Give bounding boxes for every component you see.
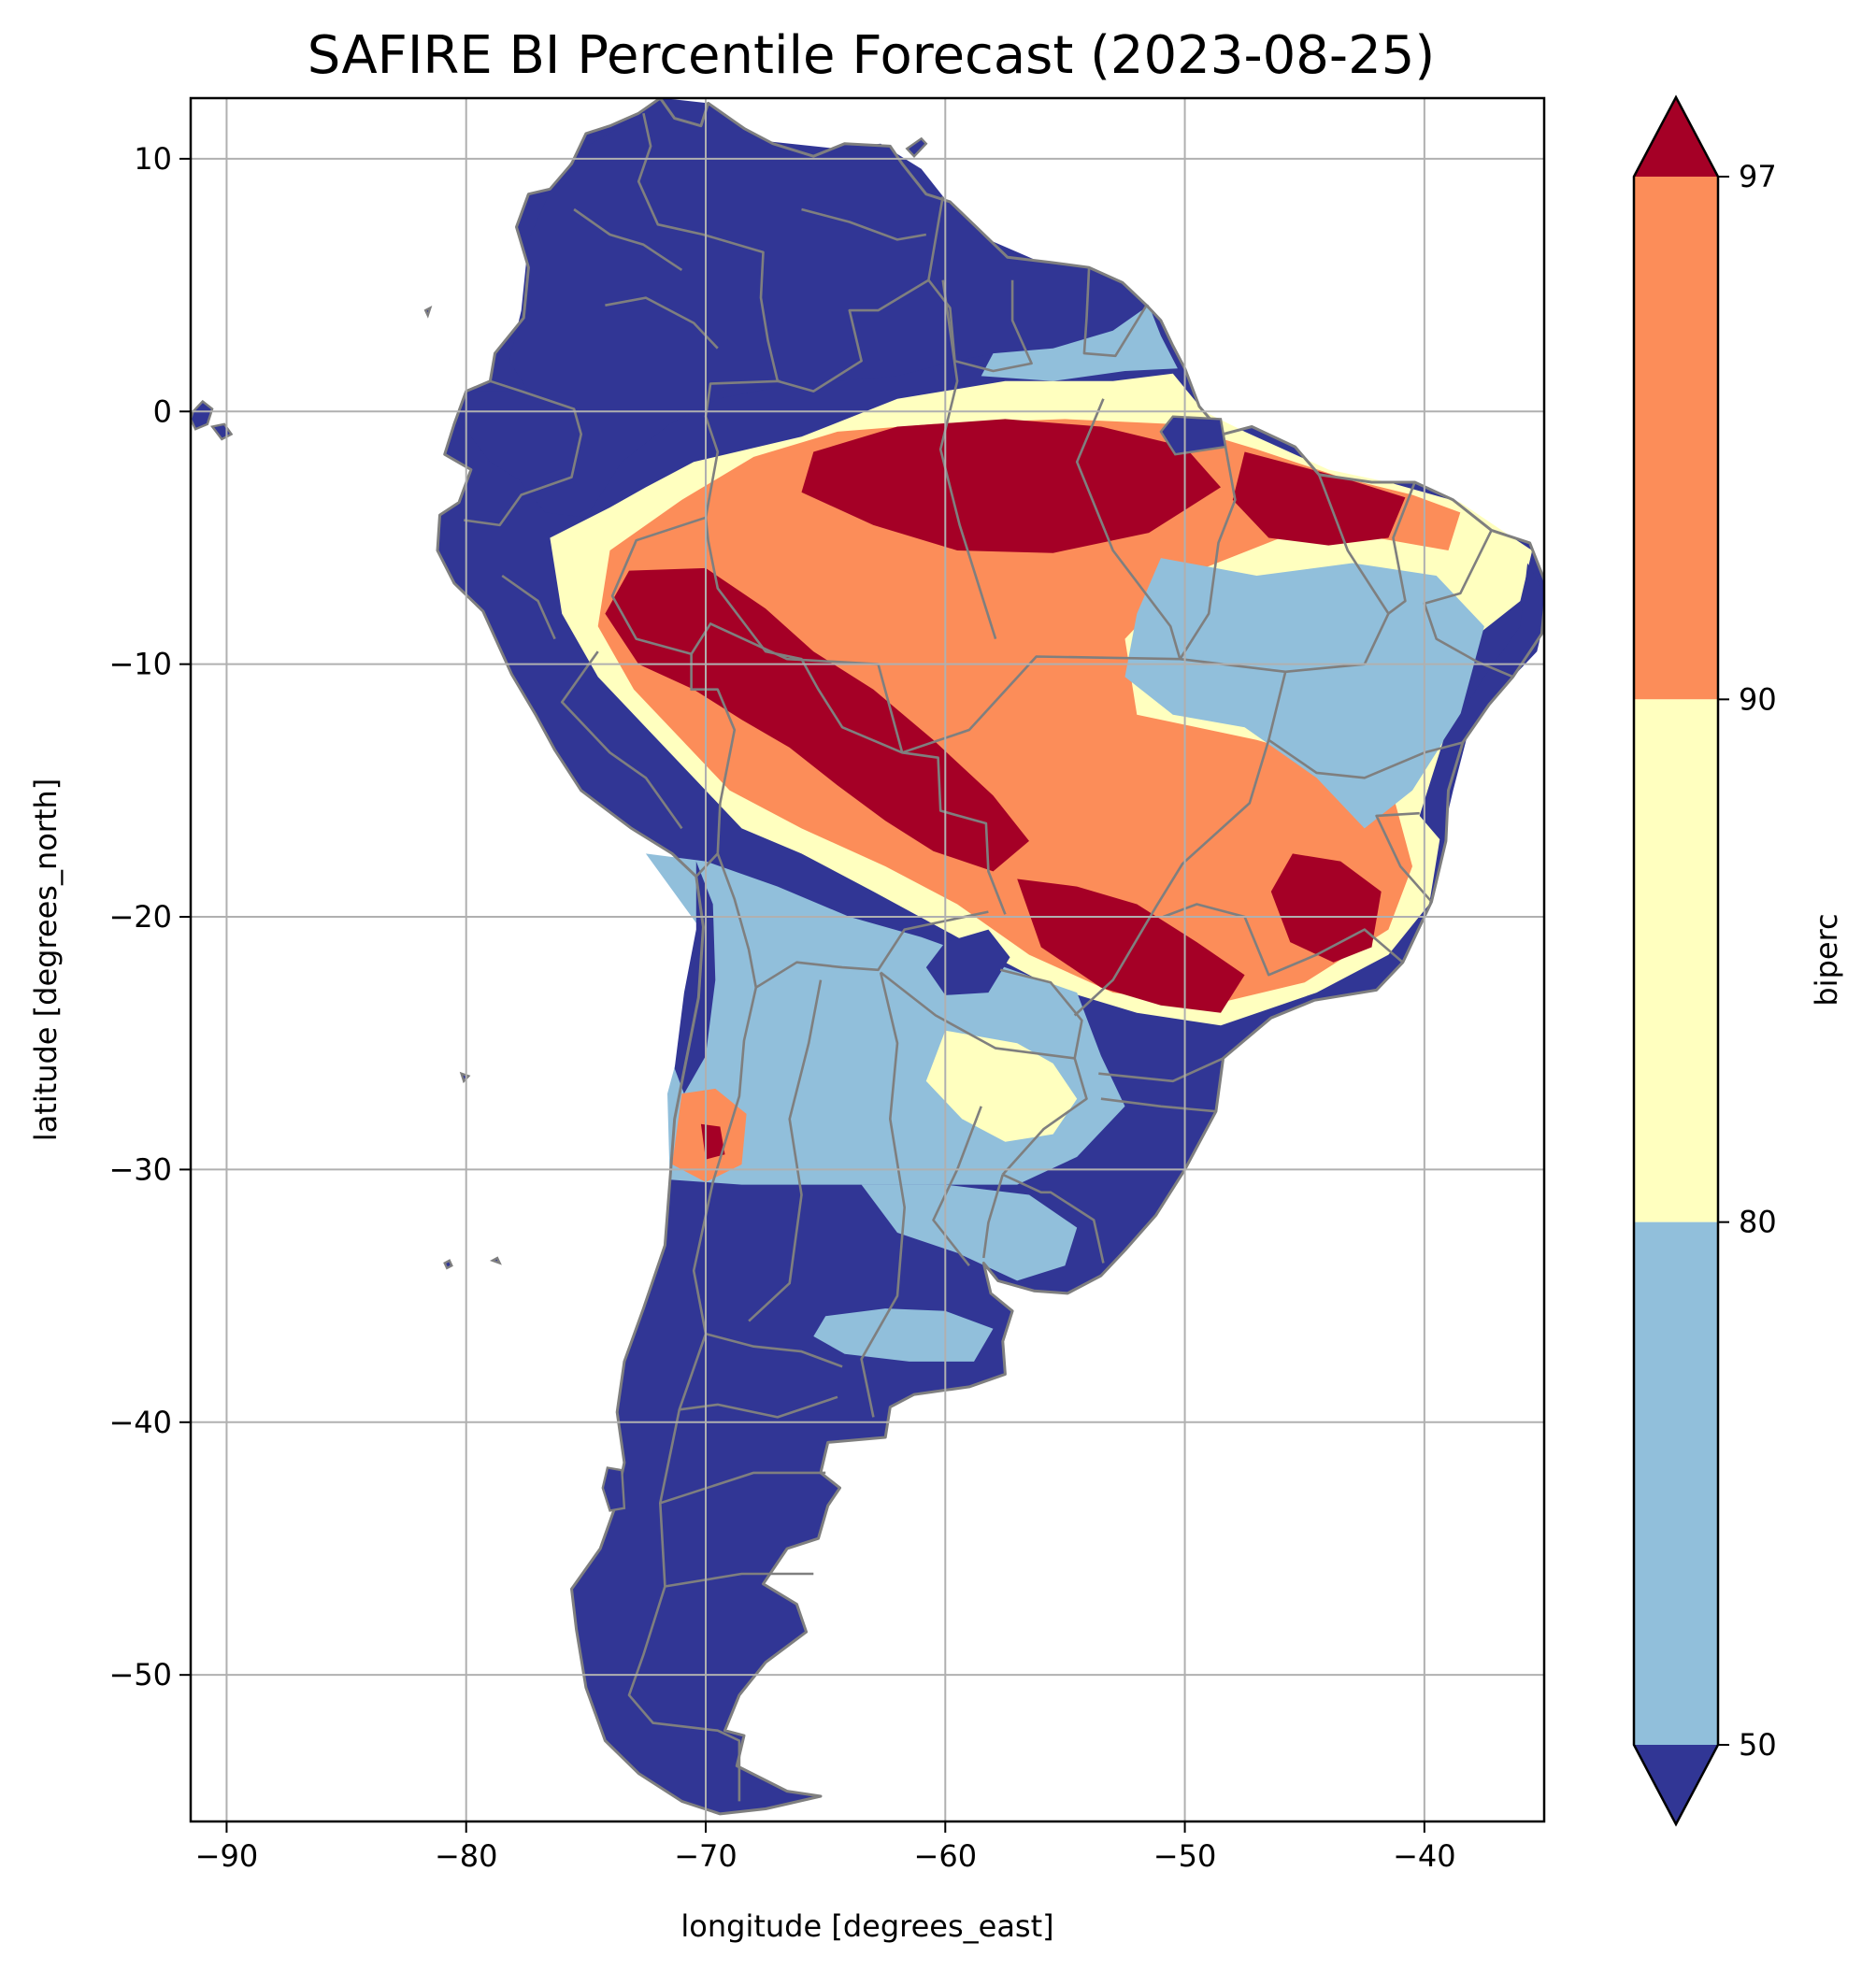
- x-tick-label: −40: [1393, 1838, 1456, 1874]
- island: [1159, 415, 1227, 456]
- boundary-line: [1002, 1173, 1105, 1264]
- region-northeast-coast: [1419, 563, 1544, 841]
- boundary-line: [982, 1174, 1005, 1259]
- boundary-line: [1001, 1058, 1088, 1176]
- y-tick-label: −10: [108, 647, 172, 682]
- colorbar-label: biperc: [1809, 913, 1844, 1006]
- y-axis-ticks: 10 0 −10 −20 −30 −40 −50: [108, 141, 191, 1692]
- y-tick-label: −50: [108, 1657, 172, 1692]
- boundary-line: [1075, 398, 1181, 660]
- boundary-line: [573, 207, 683, 271]
- boundary-line: [560, 650, 683, 830]
- region-amazon-band-high: [597, 419, 1461, 1006]
- region-low-north: [461, 98, 1150, 518]
- boundary-line: [1163, 903, 1404, 977]
- region-amazon-core-1: [801, 419, 1221, 553]
- boundary-line: [665, 1572, 814, 1588]
- colorbar-extend-min: [1634, 1745, 1718, 1824]
- boundary-line: [927, 279, 1033, 373]
- boundary-line: [659, 1471, 826, 1505]
- percentile-regions: [436, 98, 1544, 1816]
- island: [443, 1259, 453, 1270]
- x-axis-label: longitude [degrees_east]: [680, 1908, 1053, 1944]
- boundary-lines: [464, 112, 1514, 1802]
- region-cuyo-core: [700, 1123, 725, 1160]
- colorbar-extend-max: [1634, 97, 1718, 177]
- x-tick-label: −50: [1153, 1838, 1217, 1874]
- colorbar-tick-label: 90: [1739, 681, 1777, 717]
- colorbar-segment: [1634, 1221, 1718, 1745]
- boundary-line: [1082, 267, 1148, 358]
- boundary-line: [1100, 1097, 1217, 1113]
- y-tick-label: 0: [153, 393, 172, 429]
- map-plot-area: [189, 96, 1546, 1823]
- y-tick-label: −20: [108, 899, 172, 935]
- boundary-line: [1098, 1057, 1224, 1083]
- boundary-line: [748, 979, 823, 1322]
- y-tick-label: −30: [108, 1151, 172, 1187]
- boundary-line: [679, 1395, 838, 1419]
- island: [601, 1466, 626, 1512]
- island: [423, 305, 433, 319]
- islands: [191, 136, 1227, 1512]
- island: [489, 1256, 502, 1265]
- boundary-line: [464, 379, 582, 527]
- y-tick-label: 10: [134, 141, 172, 177]
- region-entre-rios-mid: [861, 1184, 1078, 1281]
- region-mato-grosso-core: [1017, 878, 1245, 1013]
- boundary-line: [938, 279, 997, 639]
- boundary-line: [1179, 434, 1237, 660]
- colorbar-segment: [1634, 177, 1718, 700]
- boundary-line: [501, 574, 556, 640]
- region-peru-bolivia-core: [605, 567, 1029, 872]
- colorbar-tick-label: 97: [1739, 159, 1777, 194]
- boundary-line: [690, 622, 904, 753]
- x-axis-ticks: −90 −80 −70 −60 −50 −40: [195, 1821, 1456, 1874]
- boundary-line: [610, 516, 737, 878]
- map-layer: [191, 98, 1544, 1816]
- x-tick-label: −60: [914, 1838, 978, 1874]
- coastline: [436, 98, 1544, 1816]
- region-amazon-core-2: [1232, 451, 1406, 546]
- boundary-line: [705, 1332, 843, 1368]
- x-tick-label: −80: [435, 1838, 498, 1874]
- island: [191, 399, 214, 431]
- x-tick-label: −70: [674, 1838, 738, 1874]
- colorbar-tick-label: 50: [1739, 1727, 1777, 1763]
- colorbar-tick-label: 80: [1739, 1205, 1777, 1240]
- boundary-line: [704, 517, 1007, 915]
- colorbar: 50 80 90 97: [1632, 94, 1777, 1827]
- boundary-line: [1267, 738, 1464, 779]
- chart-title: SAFIRE BI Percentile Forecast (2023-08-2…: [308, 25, 1435, 86]
- region-pampas-mid: [813, 1308, 994, 1362]
- island: [905, 136, 928, 158]
- boundary-line: [1387, 481, 1416, 615]
- gridlines: [191, 98, 1544, 1821]
- region-northeast-dry: [1124, 558, 1484, 829]
- colorbar-segment: [1634, 699, 1718, 1222]
- boundary-line: [801, 207, 927, 241]
- y-axis-label: latitude [degrees_north]: [28, 778, 64, 1142]
- region-chaco-high: [925, 1030, 1078, 1142]
- region-pantanal-low: [925, 929, 1010, 995]
- y-tick-label: −40: [108, 1405, 172, 1440]
- boundary-line: [1375, 811, 1433, 903]
- x-tick-label: −90: [195, 1838, 259, 1874]
- boundary-line: [860, 972, 906, 1418]
- plot-frame: [189, 96, 1546, 1823]
